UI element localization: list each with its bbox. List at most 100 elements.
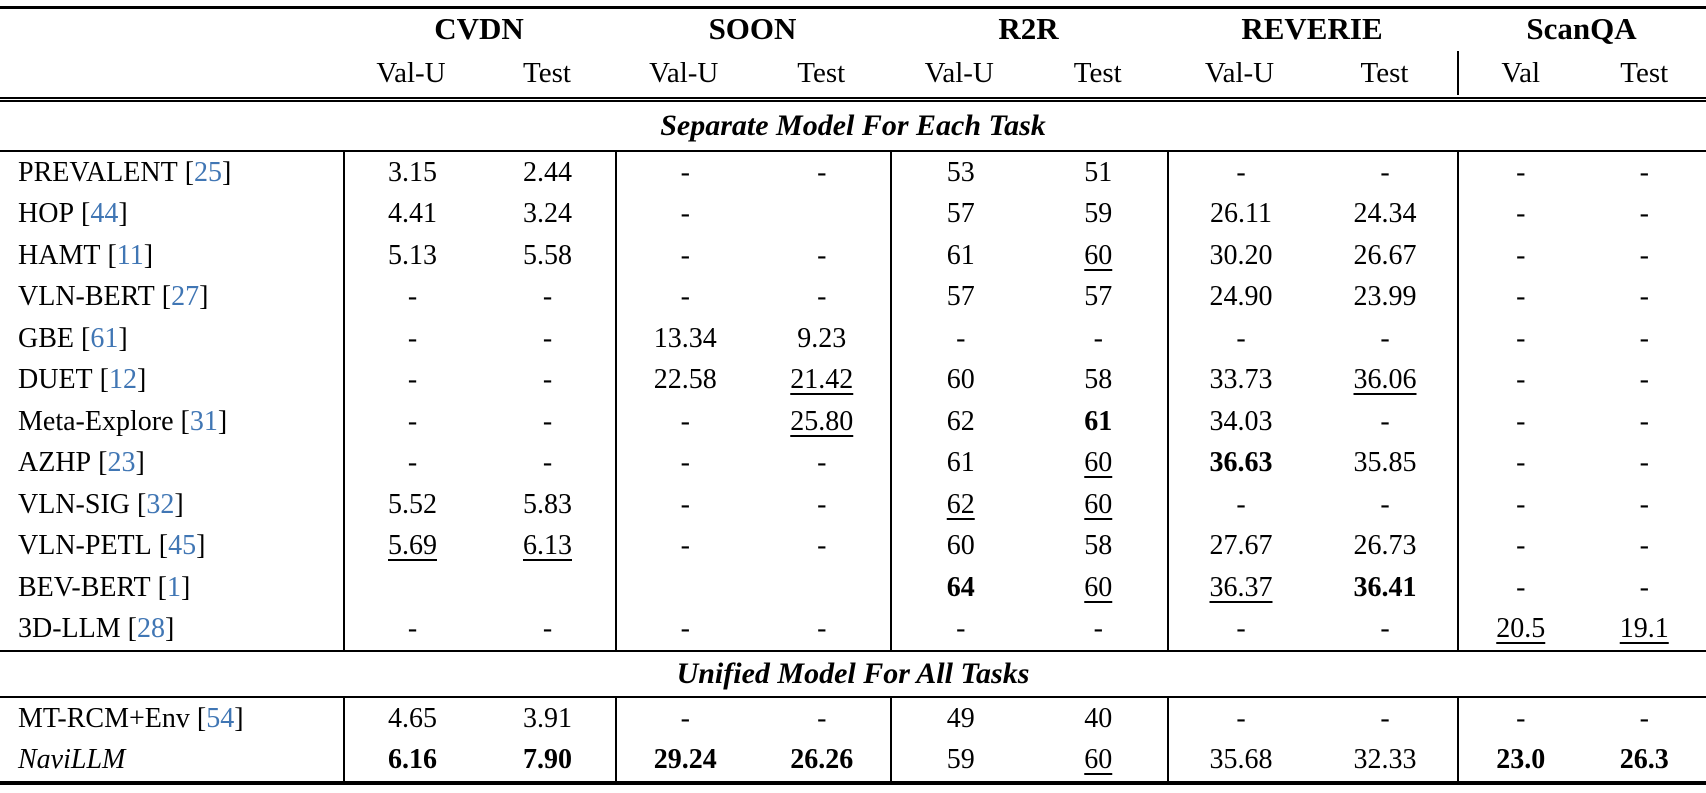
benchmark-group-cells: -- (1167, 608, 1457, 650)
value-cell: 3.24 (523, 198, 572, 230)
value-cell: - (1639, 488, 1649, 520)
citation-link[interactable]: 31 (189, 405, 218, 437)
citation-link[interactable]: 44 (90, 198, 119, 230)
value-cell: - (1639, 156, 1649, 188)
benchmark-group-cells: -- (1457, 193, 1706, 235)
benchmark-group-cells: 64 60 (890, 567, 1167, 609)
scanqa-header-divider: Val Test (1457, 51, 1706, 95)
value-cell: - (1516, 447, 1526, 479)
value-cell: 5.83 (523, 488, 572, 520)
value-cell: 24.34 (1353, 198, 1417, 230)
citation-bracket: ] (217, 405, 228, 437)
benchmark-group-cells: 27.67 26.73 (1167, 525, 1457, 567)
value-cell: - (1236, 613, 1246, 645)
value-cell: - (1236, 488, 1246, 520)
citation-bracket: [ (177, 156, 195, 188)
value-cell: - (1516, 488, 1526, 520)
citation-link[interactable]: 25 (194, 156, 223, 188)
citation-bracket: [ (74, 198, 91, 230)
benchmark-group-cells: 23.0 26.3 (1457, 739, 1706, 781)
citation-link[interactable]: 54 (206, 702, 235, 734)
value-cell: - (1516, 322, 1526, 354)
benchmark-group-cells: 3.15 2.44 (343, 152, 615, 194)
value-cell: 32.33 (1353, 744, 1417, 776)
benchmark-group-cells: -- (1457, 359, 1706, 401)
table-row: VLN-SIG [32] 5.52 5.83- -62 60- - - - (0, 484, 1706, 526)
model-name-cell: HOP [44] (0, 194, 343, 236)
citation-bracket: ] (118, 198, 128, 230)
citation-bracket: ] (136, 364, 147, 396)
citation-link[interactable]: 11 (116, 239, 144, 271)
model-name: 3D-LLM (18, 613, 121, 645)
value-cell: 35.85 (1353, 447, 1417, 479)
value-cell: - (1516, 281, 1526, 313)
benchmark-group-cells: -- (615, 608, 890, 650)
value-cell: 3.15 (388, 156, 437, 188)
benchmark-group-cells: -- (1457, 567, 1706, 609)
value-cell: - (1639, 198, 1649, 230)
model-name: GBE (18, 322, 74, 354)
citation-link[interactable]: 32 (146, 488, 175, 520)
citation-link[interactable]: 61 (90, 322, 119, 354)
value-cell: - (680, 488, 690, 520)
citation-link[interactable]: 27 (171, 281, 200, 313)
benchmark-group-cells: 61 60 (890, 235, 1167, 277)
benchmark-group-cells: 30.20 26.67 (1167, 235, 1457, 277)
value-cell: 26.3 (1619, 744, 1669, 776)
value-cell: - (1516, 530, 1526, 562)
value-cell: 29.24 (653, 744, 717, 776)
model-name-cell: BEV-BERT [1] (0, 567, 343, 609)
subheader-scanqa-test: Test (1620, 56, 1669, 89)
subheader-r2r-valu: Val-U (924, 56, 994, 89)
model-name: VLN-BERT (18, 281, 155, 313)
value-cell: 36.41 (1353, 571, 1417, 603)
benchmark-group-cells: 26.11 24.34 (1167, 193, 1457, 235)
model-name: VLN-SIG (18, 488, 130, 520)
model-name-cell: VLN-PETL [45] (0, 526, 343, 568)
value-cell: 62 (946, 488, 975, 520)
benchmark-group-cells: -- (615, 525, 890, 567)
citation-link[interactable]: 12 (108, 364, 137, 396)
benchmark-group-cells: -- (343, 359, 615, 401)
separate-models-rows: PREVALENT [25] 3.15 2.44- -53 51- - - - HOP [44]… (0, 152, 1706, 650)
benchmark-group-cells: -- (1457, 235, 1706, 277)
subheader-soon-valu: Val-U (649, 56, 719, 89)
value-cell: - (680, 530, 690, 562)
value-cell: 5.69 (388, 530, 437, 562)
subheader-scanqa-val: Val (1501, 56, 1541, 89)
citation-link[interactable]: 1 (166, 571, 181, 603)
table-row: HAMT [11] 5.13 5.58- -61 60 30.20 26.67- - (0, 235, 1706, 277)
benchmark-group-cells: 36.37 36.41 (1167, 567, 1457, 609)
value-cell: - (1380, 322, 1390, 354)
value-cell: 58 (1084, 530, 1113, 562)
value-cell: - (1380, 702, 1390, 734)
value-cell: - (1093, 613, 1103, 645)
table-row: DUET [12] - -22.58 21.42 60 58 33.73 36.06- - (0, 359, 1706, 401)
value-cell: 57 (946, 281, 975, 313)
value-cell: - (1639, 530, 1649, 562)
value-cell: - (817, 613, 827, 645)
value-cell: - (680, 281, 690, 313)
value-cell: 53 (946, 156, 975, 188)
citation-link[interactable]: 23 (107, 447, 136, 479)
section-title: Separate Model For Each Task (660, 109, 1046, 142)
benchmark-group-cells: 61 60 (890, 442, 1167, 484)
benchmark-group-cells (615, 567, 890, 609)
model-name-cell: 3D-LLM [28] (0, 609, 343, 651)
value-cell: 13.34 (653, 322, 717, 354)
subheader-cvdn-test: Test (523, 56, 571, 89)
citation-bracket: ] (164, 613, 175, 645)
value-cell: 60 (946, 530, 975, 562)
benchmark-group-cells: -- (615, 698, 890, 740)
citation-link[interactable]: 45 (168, 530, 197, 562)
value-cell: - (542, 281, 553, 313)
value-cell: - (1516, 364, 1526, 396)
value-cell: 4.65 (388, 702, 437, 734)
value-cell: 20.5 (1496, 613, 1546, 645)
benchmark-group-cells: -- (615, 235, 890, 277)
benchmark-group-cells: -- (1457, 318, 1706, 360)
citation-link[interactable]: 28 (136, 613, 165, 645)
benchmark-group-cells: -- (1167, 484, 1457, 526)
value-cell: 26.73 (1353, 530, 1417, 562)
value-cell: - (542, 405, 553, 437)
